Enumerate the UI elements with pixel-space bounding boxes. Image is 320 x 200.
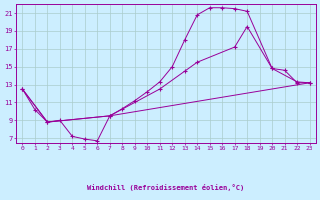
X-axis label: Windchill (Refroidissement éolien,°C): Windchill (Refroidissement éolien,°C) [87, 184, 244, 191]
